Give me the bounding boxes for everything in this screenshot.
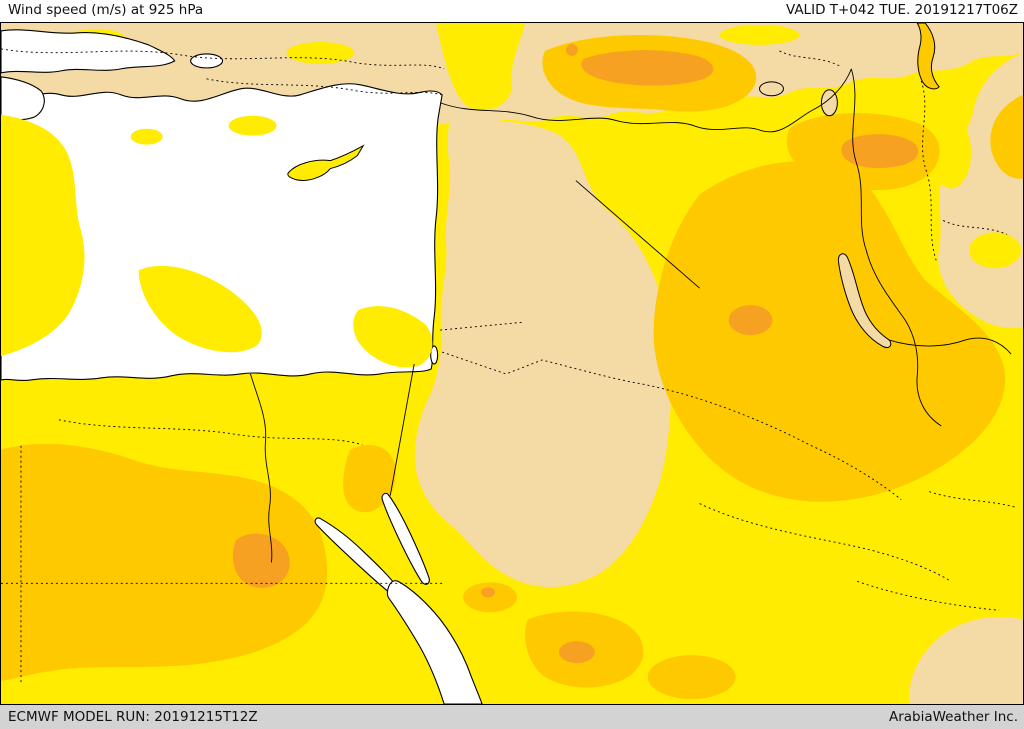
syria-jordan-border	[440, 321, 525, 331]
yellow-patches-on-land	[65, 23, 1022, 269]
model-run-label: ECMWF MODEL RUN: 20191215T12Z	[8, 709, 258, 725]
turkey-syria-border	[439, 68, 852, 133]
caspian-sea	[916, 23, 940, 90]
map-title: Wind speed (m/s) at 925 hPa	[8, 2, 204, 18]
turkey-interior-boundary-2	[206, 78, 442, 96]
saudi-north-border	[441, 351, 902, 500]
wind-speed-map	[0, 22, 1024, 705]
sea-surfaces	[1, 29, 483, 704]
syria-iraq-border	[575, 180, 700, 289]
map-footer: ECMWF MODEL RUN: 20191215T12Z ArabiaWeat…	[0, 705, 1024, 729]
egypt-israel-border	[389, 363, 415, 496]
red-sea	[386, 580, 483, 704]
dead-sea	[430, 345, 439, 365]
nile-river	[250, 373, 273, 563]
branding-label: ArabiaWeather Inc.	[888, 709, 1018, 725]
southeast-boundary	[929, 491, 1018, 509]
map-header: Wind speed (m/s) at 925 hPa VALID T+042 …	[0, 0, 1024, 22]
cyprus-island	[287, 144, 365, 181]
saudi-interior-boundary-1	[699, 503, 952, 582]
west-mediterranean-wind-patch	[1, 114, 85, 357]
egypt-strong-wind-region	[1, 443, 328, 682]
iran-interior-boundary	[920, 80, 937, 261]
borders-dotted	[1, 48, 1018, 684]
iran-east-boundary	[942, 220, 1008, 235]
lakes-and-gulfs	[759, 81, 892, 348]
wind-band-orange-cores	[232, 43, 919, 664]
saudi-interior-boundary-2	[857, 580, 1000, 611]
caucasus-boundary	[779, 50, 842, 68]
arabia-iraq-strong-wind-region	[653, 161, 1006, 502]
tuz-lake	[190, 53, 224, 69]
turkey-interior-boundary-1	[1, 48, 445, 70]
north-iraq-orange-core	[581, 50, 714, 86]
levant-coastal-wind-patch	[353, 306, 433, 368]
gulf-of-aqaba	[381, 492, 430, 585]
southeast-corner-tan-region	[909, 617, 1023, 704]
yellow-patches-on-sea	[1, 114, 433, 368]
right-edge-strong-wind-strip	[990, 94, 1023, 179]
valid-time-label: VALID T+042 TUE. 20191217T06Z	[785, 2, 1018, 18]
persian-gulf	[837, 253, 892, 348]
central-mediterranean-wind-patch	[138, 265, 262, 353]
lake-urmia	[820, 89, 838, 117]
egypt-north-boundary	[58, 419, 363, 446]
black-sea	[1, 29, 176, 74]
borders-solid	[389, 68, 1012, 496]
levant-arabia-tan-region	[414, 112, 671, 587]
gulf-south-coast	[889, 337, 1012, 355]
lake-van	[759, 81, 784, 97]
egypt-orange-core	[232, 533, 290, 588]
caspian-orange-core	[841, 134, 919, 169]
wind-map-canvas	[1, 23, 1023, 704]
iskenderun-yellow-band	[436, 23, 525, 110]
rivers	[250, 373, 273, 563]
iraq-iran-border	[850, 68, 942, 427]
mediterranean-sea	[1, 83, 443, 382]
